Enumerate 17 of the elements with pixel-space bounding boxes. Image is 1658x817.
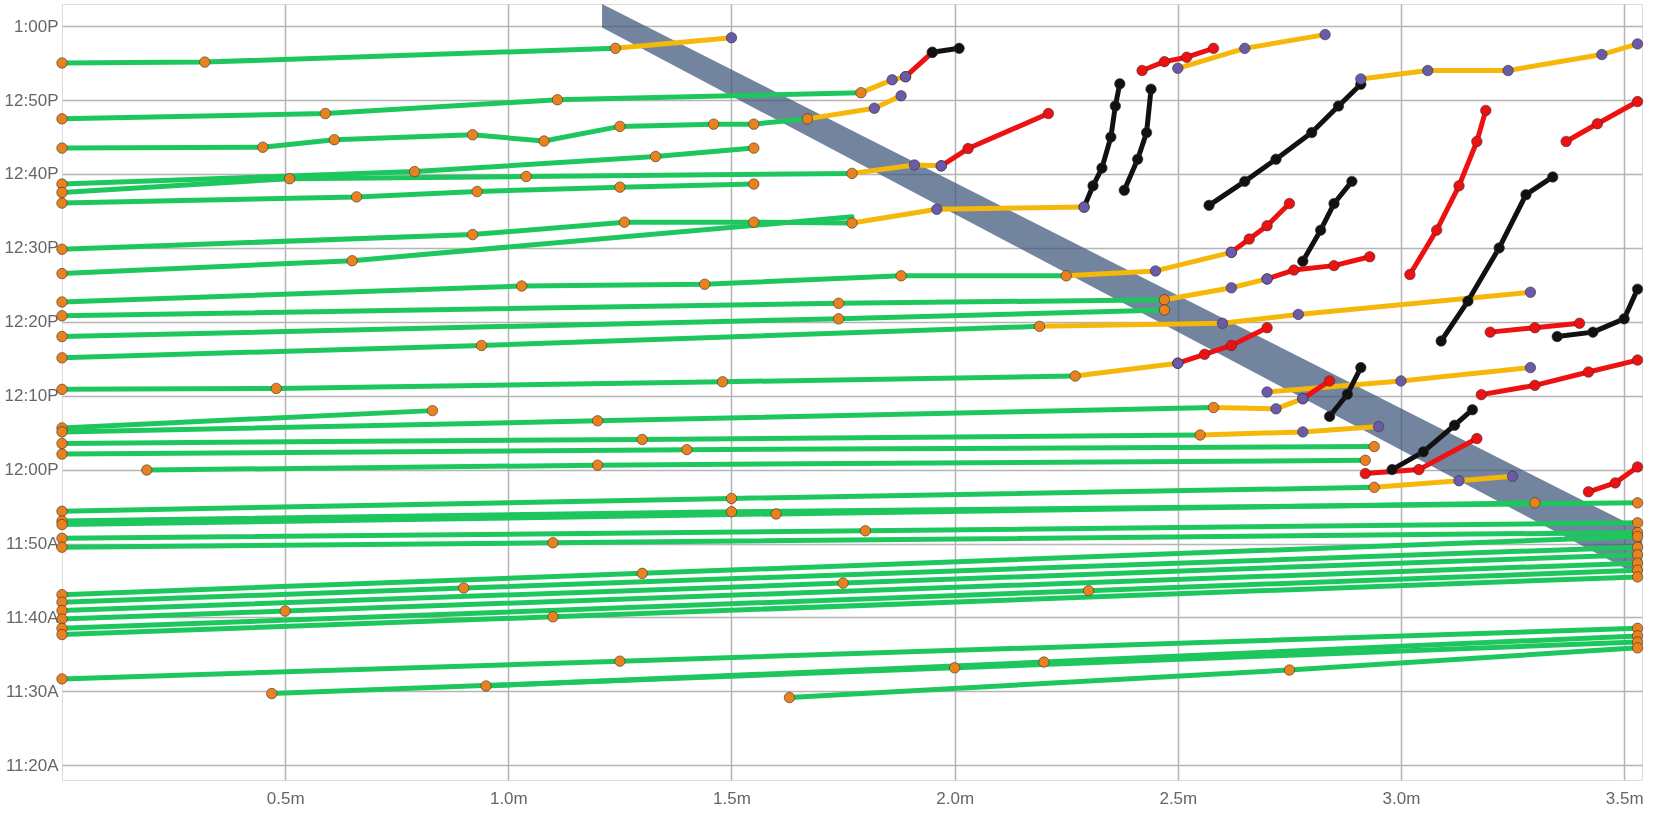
y-tick-label: 12:10P bbox=[4, 386, 59, 406]
x-tick-label: 3.5m bbox=[1605, 788, 1644, 808]
y-tick-label: 12:40P bbox=[4, 164, 59, 184]
x-tick-label: 1.0m bbox=[489, 788, 528, 808]
y-tick-label: 11:30A bbox=[5, 681, 60, 701]
y-tick-label: 12:30P bbox=[4, 238, 59, 258]
x-tick-label: 0.5m bbox=[266, 788, 305, 808]
y-tick-label: 12:00P bbox=[4, 460, 59, 480]
x-tick-label: 2.5m bbox=[1159, 788, 1198, 808]
y-tick-label: 11:50A bbox=[5, 534, 60, 554]
y-tick-label: 1:00P bbox=[14, 16, 59, 36]
y-tick-label: 12:50P bbox=[4, 90, 59, 110]
x-tick-label: 2.0m bbox=[936, 788, 975, 808]
x-tick-label: 3.0m bbox=[1382, 788, 1421, 808]
y-tick-label: 12:20P bbox=[4, 312, 59, 332]
y-tick-label: 11:20A bbox=[5, 755, 60, 775]
x-tick-label: 1.5m bbox=[713, 788, 751, 808]
